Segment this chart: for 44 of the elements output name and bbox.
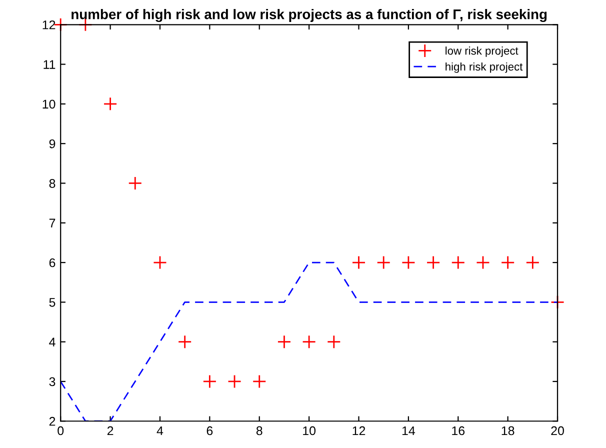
point [526, 256, 540, 270]
point [326, 334, 341, 349]
x-tick-label: 18 [502, 426, 514, 436]
x-tick-label: 0 [58, 426, 64, 436]
y-tick-label: 7 [49, 218, 56, 228]
x-tick-label: 8 [256, 426, 262, 436]
x-tick-label: 10 [303, 426, 316, 436]
y-tick-label: 11 [44, 60, 56, 69]
point [500, 256, 515, 270]
chart-title: number of high risk and low risk projects as a function of Γ, risk seeking [72, 9, 547, 22]
x-tick-label: 6 [206, 426, 213, 436]
point [128, 176, 142, 190]
point [178, 334, 192, 349]
y-tick-label: 9 [49, 139, 56, 148]
point [103, 96, 118, 111]
y-tick-label: 12 [42, 20, 56, 30]
x-tick-label: 16 [452, 426, 465, 436]
legend-label: low risk project [446, 46, 518, 57]
x-tick-label: 12 [352, 426, 366, 436]
point [277, 334, 292, 349]
point [376, 256, 391, 270]
point [476, 256, 490, 270]
point [352, 256, 366, 270]
point [252, 374, 266, 388]
point [426, 256, 440, 270]
x-tick-label: 4 [156, 426, 164, 436]
x-tick-label: 2 [107, 426, 114, 436]
point [302, 334, 316, 349]
point [451, 256, 466, 270]
y-tick-label: 6 [49, 258, 56, 268]
y-tick-label: 4 [49, 338, 56, 346]
legend-label: high risk project [446, 62, 523, 73]
x-tick-label: 14 [402, 426, 416, 436]
x-tick-label: 20 [551, 426, 564, 436]
point [54, 18, 68, 32]
y-tick-label: 5 [49, 298, 56, 307]
y-tick-label: 2 [49, 416, 56, 426]
y-tick-label: 10 [42, 100, 56, 109]
y-tick-label: 3 [49, 377, 56, 386]
point [228, 374, 242, 388]
point [153, 256, 167, 270]
y-tick-label: 8 [49, 179, 56, 188]
point [202, 374, 217, 388]
point [402, 256, 416, 270]
